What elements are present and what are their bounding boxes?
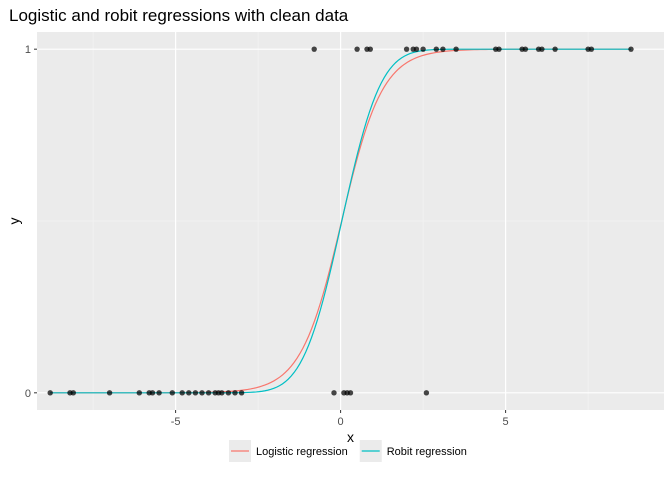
data-point bbox=[403, 46, 410, 52]
data-point bbox=[219, 390, 225, 396]
data-point bbox=[186, 390, 192, 396]
data-point bbox=[311, 46, 317, 52]
data-point bbox=[413, 46, 420, 52]
y-axis-title: y bbox=[6, 218, 22, 225]
data-point bbox=[331, 390, 337, 396]
data-point bbox=[199, 390, 205, 396]
axis-ticks: -5 0 5 0 1 bbox=[25, 44, 509, 428]
data-point bbox=[440, 46, 446, 52]
y-tick-label: 1 bbox=[25, 44, 31, 56]
x-tick-label: -5 bbox=[171, 416, 181, 428]
data-point bbox=[423, 390, 430, 396]
data-point bbox=[453, 46, 459, 52]
data-point bbox=[192, 390, 199, 396]
data-point bbox=[539, 46, 545, 52]
data-point bbox=[136, 390, 142, 396]
data-point bbox=[628, 46, 634, 52]
data-point bbox=[552, 46, 558, 52]
x-axis-title: x bbox=[347, 429, 354, 445]
data-point bbox=[367, 46, 373, 52]
data-point bbox=[354, 46, 360, 52]
data-point bbox=[106, 390, 113, 396]
chart-title: Logistic and robit regressions with clea… bbox=[9, 6, 349, 25]
data-point bbox=[205, 390, 212, 396]
data-point bbox=[232, 390, 238, 396]
legend-label: Logistic regression bbox=[256, 446, 348, 458]
data-point bbox=[47, 390, 53, 396]
data-point bbox=[179, 390, 185, 396]
data-point bbox=[238, 390, 245, 396]
data-point bbox=[588, 46, 595, 52]
data-point bbox=[496, 46, 502, 52]
data-point bbox=[522, 46, 529, 52]
data-point bbox=[433, 46, 439, 52]
x-tick-label: 5 bbox=[503, 416, 509, 428]
x-tick-label: 0 bbox=[338, 416, 344, 428]
data-points bbox=[47, 46, 634, 396]
data-point bbox=[420, 46, 426, 52]
legend: Logistic regression Robit regression bbox=[229, 440, 467, 462]
data-point bbox=[169, 390, 175, 396]
y-tick-label: 0 bbox=[25, 388, 31, 400]
data-point bbox=[149, 390, 156, 396]
legend-label: Robit regression bbox=[387, 446, 467, 458]
data-point bbox=[225, 390, 232, 396]
data-point bbox=[347, 390, 354, 396]
data-point bbox=[70, 390, 77, 396]
data-point bbox=[156, 390, 162, 396]
